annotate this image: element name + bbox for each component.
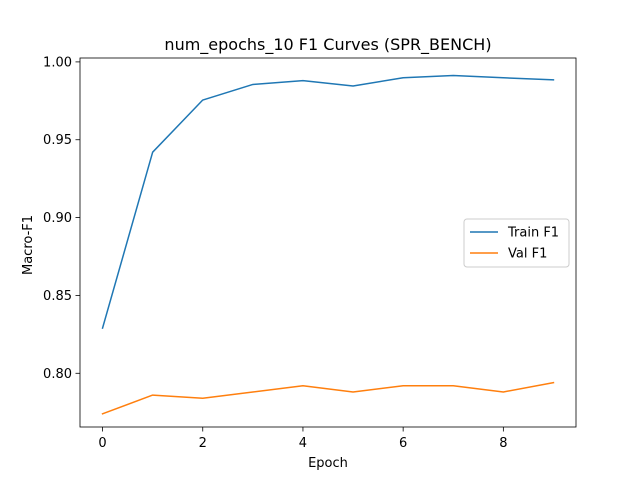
plot-area: 0 2 4 6 8 0.80 0.85 0.90 0.95 1.00 (43, 55, 577, 451)
legend-label-1: Train F1 (507, 226, 559, 241)
y-axis-label: Macro-F1 (21, 215, 36, 275)
legend: Train F1 Val F1 (463, 218, 570, 268)
x-tick-label: 6 (399, 436, 407, 451)
x-tick-label: 8 (499, 436, 507, 451)
x-tick-label: 0 (98, 436, 106, 451)
y-tick-label: 0.95 (43, 133, 72, 148)
series-line-2 (101, 381, 555, 415)
legend-label-2: Val F1 (508, 247, 547, 262)
y-tick-label: 0.80 (43, 367, 72, 382)
x-axis-label: Epoch (308, 456, 348, 471)
y-tick-label: 0.90 (43, 211, 72, 226)
y-tick-label: 1.00 (43, 55, 72, 70)
y-tick-label: 0.85 (43, 289, 72, 304)
x-tick-label: 2 (199, 436, 207, 451)
x-tick-label: 4 (299, 436, 307, 451)
legend-box (463, 218, 570, 268)
series-line-1 (101, 74, 555, 330)
axes-frame (79, 57, 577, 428)
chart-title: num_epochs_10 F1 Curves (SPR_BENCH) (164, 35, 491, 55)
